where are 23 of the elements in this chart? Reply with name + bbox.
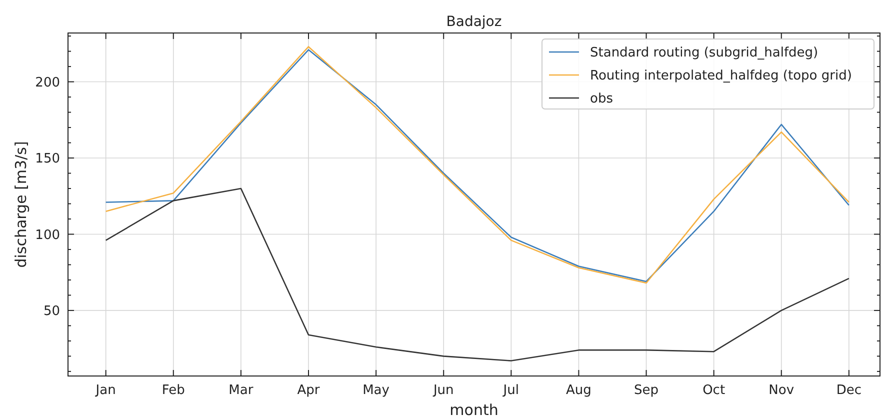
x-tick-label: Nov <box>768 383 794 398</box>
x-tick-label: Sep <box>634 383 659 398</box>
y-tick-label: 150 <box>35 152 60 167</box>
y-tick-label: 200 <box>35 75 60 90</box>
x-tick-label: Jun <box>432 383 454 398</box>
x-tick-label: Feb <box>162 383 185 398</box>
x-tick-label: Aug <box>566 383 592 398</box>
x-tick-label: Jan <box>94 383 116 398</box>
legend-label: obs <box>590 92 614 107</box>
line-series <box>105 188 850 362</box>
x-tick-label: Dec <box>836 383 862 398</box>
x-tick-label: Oct <box>702 383 726 398</box>
x-tick-label: Jul <box>502 383 519 398</box>
x-tick-label: Apr <box>297 383 320 398</box>
legend-label: Routing interpolated_halfdeg (topo grid) <box>590 68 852 84</box>
x-tick-label: May <box>362 383 390 398</box>
y-tick-label: 100 <box>35 228 60 243</box>
y-tick-label: 50 <box>43 304 60 319</box>
x-tick-label: Mar <box>228 383 254 398</box>
chart-title: Badajoz <box>446 14 502 30</box>
legend-label: Standard routing (subgrid_halfdeg) <box>590 46 818 61</box>
x-axis-title: month <box>450 401 498 418</box>
y-axis-title: discharge [m3/s] <box>12 141 30 268</box>
